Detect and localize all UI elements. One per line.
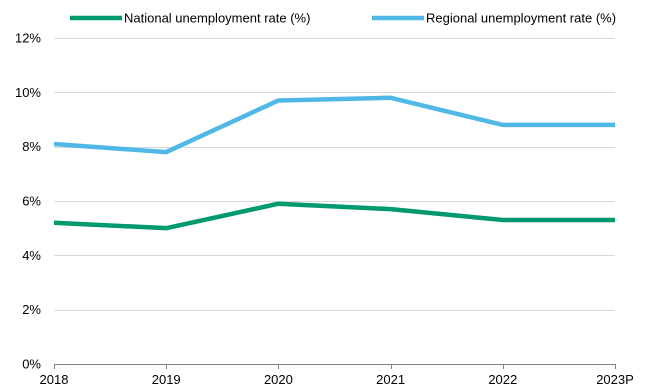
y-tick-label: 12% xyxy=(15,31,41,46)
y-tick-label: 4% xyxy=(22,248,41,263)
y-tick-label: 2% xyxy=(22,302,41,317)
x-tick-label: 2019 xyxy=(152,372,181,387)
series-lines xyxy=(53,95,615,231)
y-tick-label: 0% xyxy=(22,357,41,372)
y-tick-label: 10% xyxy=(15,85,41,100)
legend: National unemployment rate (%) Regional u… xyxy=(70,11,616,26)
x-tick-label: 2022 xyxy=(488,372,517,387)
axes: 0% 2% 4% 6% 8% 10% 12% 2018 2019 2020 2021 2022 2023… xyxy=(15,31,634,387)
x-tick-label: 2021 xyxy=(376,372,405,387)
y-tick-label: 8% xyxy=(22,139,41,154)
series-line-1 xyxy=(53,201,615,231)
legend-label: National unemployment rate (%) xyxy=(124,11,310,26)
x-tick-label: 2018 xyxy=(40,372,69,387)
series-line-2 xyxy=(53,95,615,155)
gridlines xyxy=(54,38,615,311)
legend-label: Regional unemployment rate (%) xyxy=(426,11,616,26)
y-tick-label: 6% xyxy=(22,194,41,209)
x-tick-label: 2020 xyxy=(264,372,293,387)
x-tick-label: 2023P xyxy=(596,372,634,387)
